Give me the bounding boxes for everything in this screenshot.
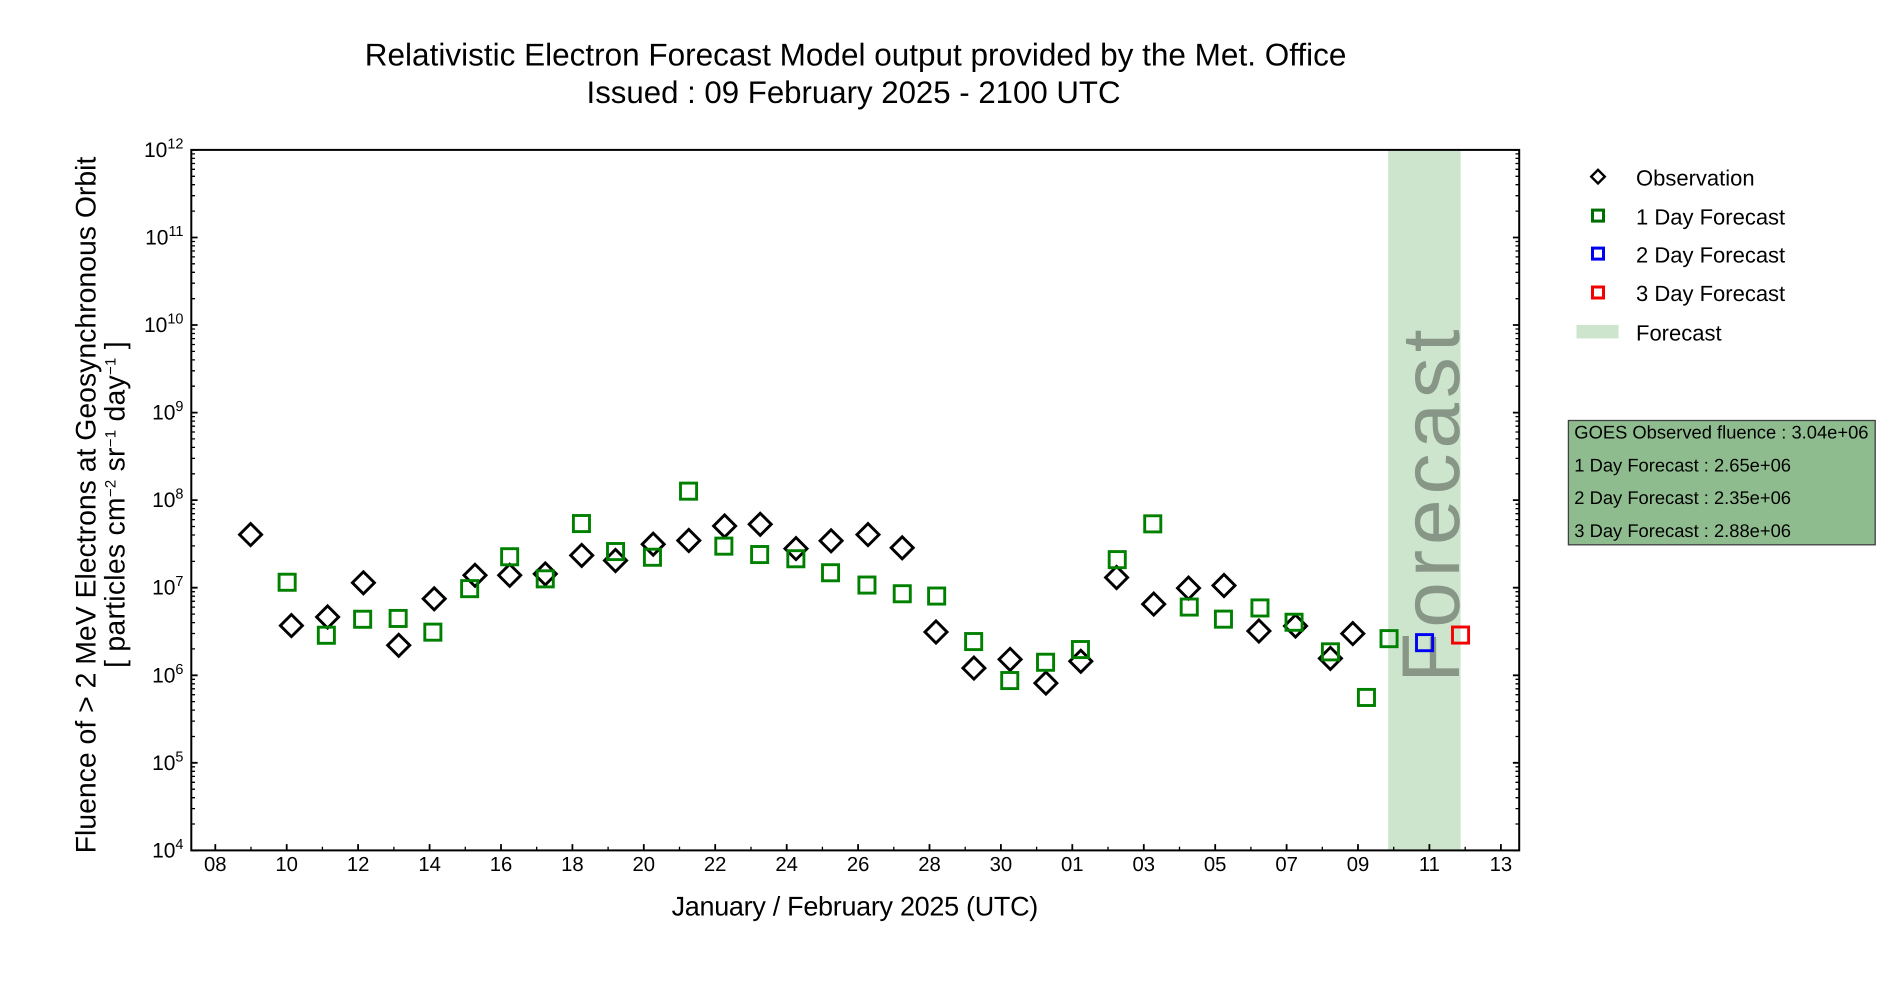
- svg-text:Issued : 09 February 2025 - 21: Issued : 09 February 2025 - 2100 UTC: [587, 75, 1121, 110]
- svg-text:14: 14: [418, 854, 441, 876]
- svg-text:08: 08: [204, 854, 227, 876]
- svg-text:Observation: Observation: [1636, 165, 1755, 190]
- svg-text:Relativistic Electron Forecast: Relativistic Electron Forecast Model out…: [365, 37, 1347, 73]
- svg-text:05: 05: [1204, 854, 1227, 876]
- svg-text:16: 16: [490, 854, 513, 876]
- svg-text:07: 07: [1275, 854, 1298, 876]
- svg-text:13: 13: [1490, 854, 1513, 876]
- svg-text:30: 30: [990, 854, 1013, 876]
- svg-text:24: 24: [775, 854, 798, 876]
- svg-text:22: 22: [704, 854, 727, 876]
- svg-text:10: 10: [275, 854, 298, 876]
- svg-text:18: 18: [561, 854, 584, 876]
- svg-text:Fluence of > 2 MeV Electrons a: Fluence of > 2 MeV Electrons at Geosynch…: [71, 157, 103, 854]
- svg-text:1 Day Forecast : 2.65e+06: 1 Day Forecast : 2.65e+06: [1574, 454, 1791, 475]
- svg-text:11: 11: [1419, 854, 1440, 876]
- svg-text:106: 106: [152, 662, 183, 688]
- svg-text:Forecast: Forecast: [1386, 324, 1477, 682]
- svg-text:1 Day Forecast: 1 Day Forecast: [1636, 204, 1785, 229]
- svg-text:2 Day Forecast : 2.35e+06: 2 Day Forecast : 2.35e+06: [1574, 487, 1791, 508]
- svg-text:Forecast: Forecast: [1636, 320, 1722, 345]
- svg-text:3 Day Forecast : 2.88e+06: 3 Day Forecast : 2.88e+06: [1574, 520, 1791, 541]
- svg-text:[ particles cm−2 sr−1 day−1 ]: [ particles cm−2 sr−1 day−1 ]: [100, 341, 132, 668]
- svg-text:20: 20: [633, 854, 656, 876]
- svg-text:09: 09: [1347, 854, 1370, 876]
- svg-text:28: 28: [918, 854, 941, 876]
- svg-text:2 Day Forecast: 2 Day Forecast: [1636, 242, 1785, 267]
- svg-text:12: 12: [347, 854, 370, 876]
- svg-text:3 Day Forecast: 3 Day Forecast: [1636, 281, 1785, 306]
- svg-text:03: 03: [1133, 854, 1156, 876]
- svg-text:01: 01: [1061, 854, 1084, 876]
- svg-text:GOES Observed fluence : 3.04e+: GOES Observed fluence : 3.04e+06: [1574, 422, 1868, 443]
- svg-text:26: 26: [847, 854, 870, 876]
- svg-text:January / February 2025 (UTC): January / February 2025 (UTC): [672, 892, 1038, 922]
